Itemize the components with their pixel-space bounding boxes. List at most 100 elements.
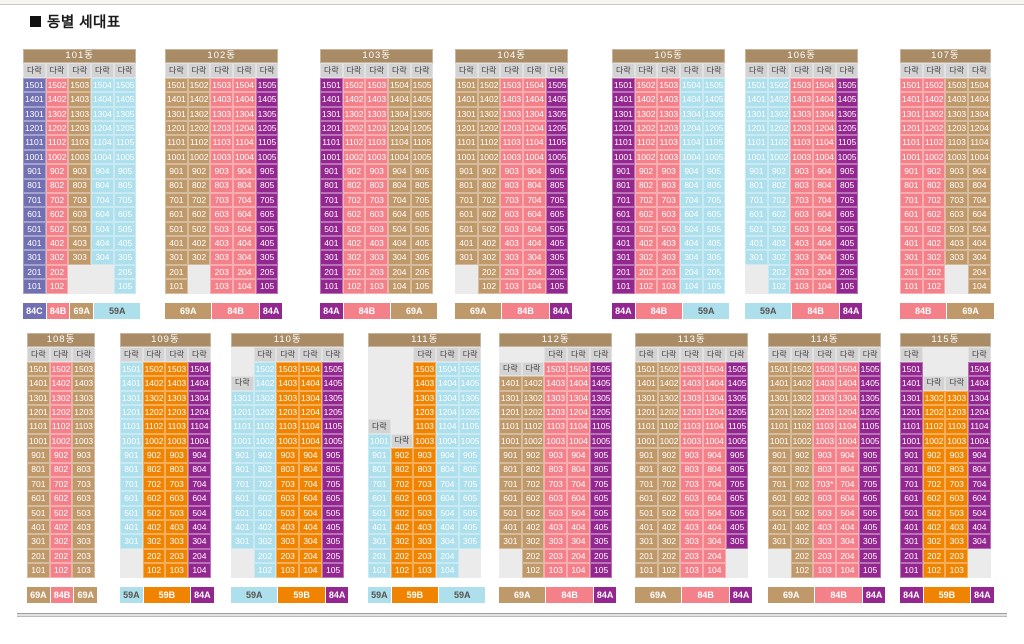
unit-cell: 1305 <box>702 106 726 121</box>
unit-type-legend: 59A 59B 59A <box>368 586 486 603</box>
unit-cell: 403 <box>790 236 814 251</box>
unit-cell: 1004 <box>436 433 459 449</box>
unit-cell: 603 <box>365 207 389 222</box>
unit-cell: 302 <box>790 534 814 549</box>
unit-cell: 1305 <box>410 106 434 121</box>
unit-cell: 1204 <box>299 404 322 420</box>
unit-cell: 1303 <box>365 106 389 121</box>
unit-cell: 1002 <box>790 433 814 449</box>
unit-cell: 1304 <box>703 390 726 405</box>
darak-label: 다락 <box>188 347 211 362</box>
unit-cell: 1504 <box>188 361 211 377</box>
unit-cell: 502 <box>634 221 658 237</box>
darak-label: 다락 <box>365 63 389 78</box>
unit-cell: 805 <box>702 178 726 193</box>
unit-cell: 1104 <box>703 419 726 434</box>
unit-cell: 403 <box>945 520 969 535</box>
legend-item: 59B <box>278 586 325 603</box>
unit-cell: 504 <box>523 221 546 237</box>
unit-cell: 1105 <box>858 419 882 434</box>
unit-cell: 104 <box>836 563 859 578</box>
darak-label: 다락 <box>72 347 96 362</box>
unit-cell: 402 <box>790 520 814 535</box>
unit-cell: 301 <box>900 534 923 549</box>
unit-cell: 1202 <box>790 404 814 420</box>
blank-cell <box>91 279 114 294</box>
unit-cell: 1402 <box>342 92 366 107</box>
unit-cell: 901 <box>231 448 254 463</box>
unit-cell: 1001 <box>768 433 791 449</box>
unit-cell: 503 <box>813 505 837 521</box>
unit-cell: 1404 <box>523 92 546 107</box>
unit-cell: 1103 <box>945 419 969 434</box>
unit-cell: 1303 <box>165 390 189 405</box>
unit-cell: 1503 <box>657 77 681 93</box>
unit-cell: 504 <box>388 221 411 237</box>
unit-cell: 704 <box>91 192 114 208</box>
unit-cell: 1002 <box>342 149 366 165</box>
unit-cell: 302 <box>253 534 277 549</box>
unit-cell: 801 <box>320 178 343 193</box>
unit-type-legend: 59A 84B 84A <box>745 302 863 319</box>
unit-cell: 603 <box>813 491 837 506</box>
legend-item: 84A <box>325 586 349 603</box>
unit-cell: 1503 <box>790 77 814 93</box>
unit-cell: 403 <box>657 236 681 251</box>
unit-cell: 105 <box>410 279 434 294</box>
unit-cell: 903 <box>813 448 837 463</box>
unit-cell: 702 <box>390 476 414 492</box>
unit-cell: 1302 <box>521 390 545 405</box>
legend-item: 84A <box>839 302 863 319</box>
unit-cell: 1003 <box>790 149 814 165</box>
unit-cell: 1502 <box>253 361 277 377</box>
unit-cell: 1005 <box>113 149 137 165</box>
unit-cell: 103 <box>680 563 704 578</box>
unit-cell: 302 <box>342 250 366 265</box>
unit-cell: 1202 <box>657 404 681 420</box>
unit-cell: 1501 <box>120 361 143 377</box>
unit-cell: 802 <box>790 462 814 477</box>
unit-cell: 1505 <box>702 77 726 93</box>
unit-cell: 504 <box>680 221 703 237</box>
unit-cell: 603 <box>72 491 96 506</box>
unit-cell: 901 <box>900 164 923 179</box>
unit-cell: 503 <box>365 221 389 237</box>
unit-cell: 402 <box>390 520 414 535</box>
unit-cell: 401 <box>499 520 522 535</box>
unit-cell: 1303 <box>945 106 969 121</box>
unit-cell: 202 <box>477 264 501 280</box>
unit-cell: 801 <box>27 462 50 477</box>
unit-cell: 1403 <box>165 376 189 391</box>
unit-cell: 303 <box>945 534 969 549</box>
unit-cell: 102 <box>142 563 166 578</box>
unit-cell: 1104 <box>436 419 459 434</box>
unit-cell: 301 <box>499 534 522 549</box>
unit-cell: 202 <box>253 548 277 564</box>
unit-cell: 905 <box>321 448 345 463</box>
darak-label: 다락 <box>413 347 437 362</box>
unit-cell: 503 <box>72 505 96 521</box>
darak-label: 다락 <box>790 347 814 362</box>
building-table: 103동 다락 다락 다락 다락 다락 1501 1502 1503 1504 1505 1401 14… <box>320 49 434 294</box>
blank-cell <box>725 548 749 564</box>
unit-cell: 204 <box>680 264 703 280</box>
unit-cell: 1404 <box>703 376 726 391</box>
unit-cell: 304 <box>813 250 836 265</box>
unit-cell: 1002 <box>922 433 946 449</box>
unit-cell: 502 <box>253 505 277 521</box>
unit-cell: 1401 <box>900 376 923 391</box>
unit-cell: 1303 <box>945 390 969 405</box>
unit-type-legend: 84A 59B 84A <box>900 586 994 603</box>
blank-cell <box>499 563 522 578</box>
unit-cell: 1501 <box>455 77 478 93</box>
unit-cell: 505 <box>835 221 859 237</box>
unit-cell: 402 <box>922 236 946 251</box>
unit-cell: 1104 <box>836 419 859 434</box>
darak-label: 다락 <box>410 63 434 78</box>
unit-cell: 702 <box>767 192 791 208</box>
darak-label: 다락 <box>49 347 73 362</box>
unit-cell: 601 <box>768 491 791 506</box>
building-name: 102동 <box>165 49 279 64</box>
unit-cell: 803 <box>72 462 96 477</box>
unit-cell: 403 <box>68 236 92 251</box>
